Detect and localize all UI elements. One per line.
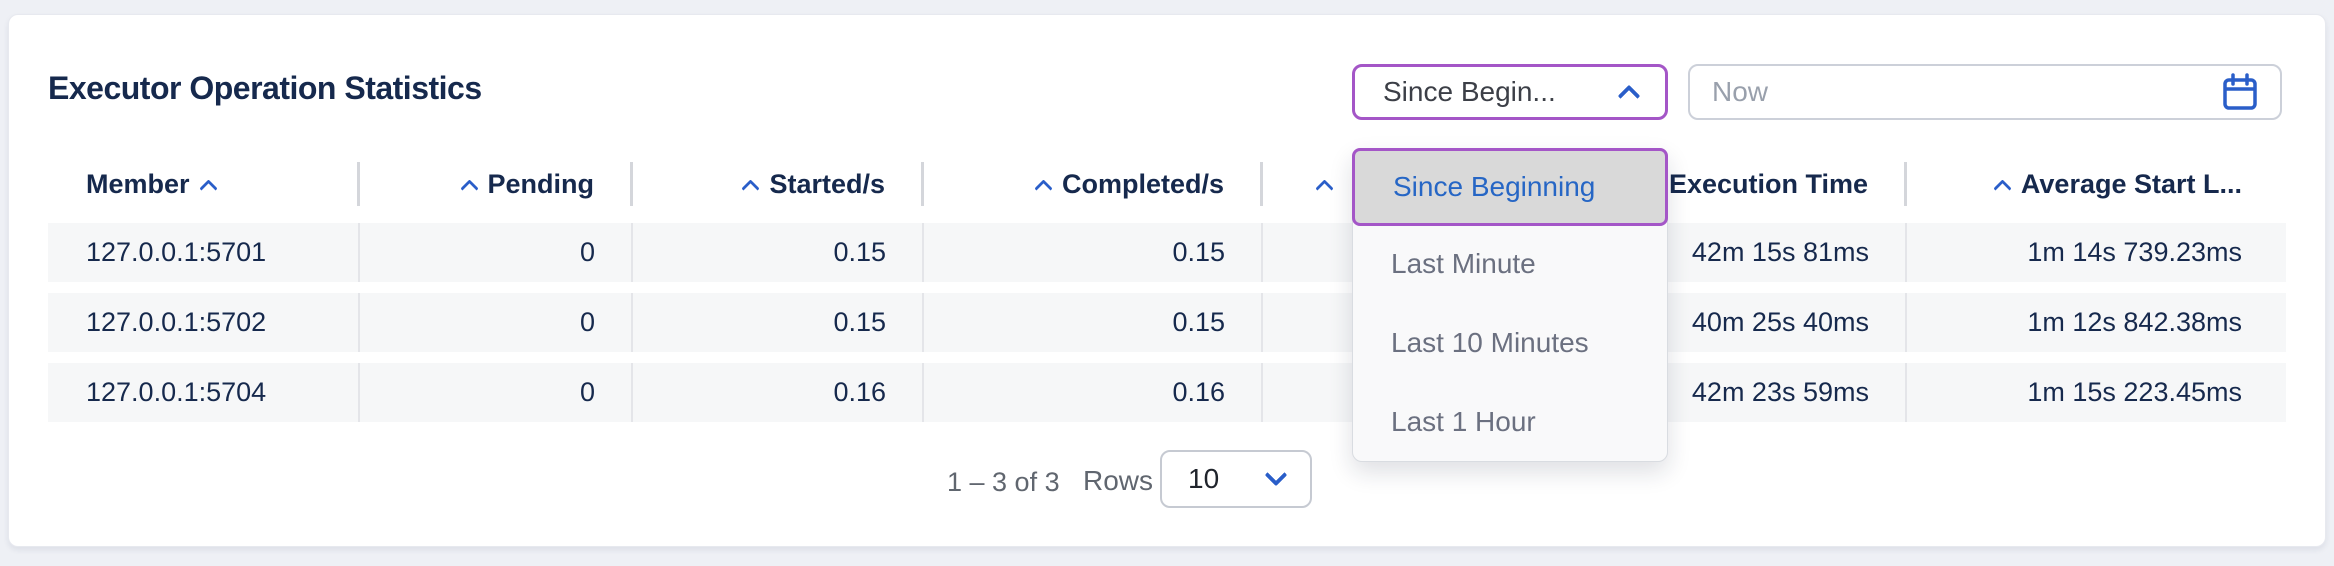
time-range-dropdown-button[interactable]: Since Begin... bbox=[1352, 64, 1668, 120]
column-label: Pending bbox=[487, 168, 595, 199]
cell-completed-per-s: 0.16 bbox=[924, 363, 1263, 422]
rows-per-page-label: Rows bbox=[1083, 465, 1154, 496]
column-header-average-start-latency[interactable]: Average Start L... bbox=[1907, 162, 2286, 206]
menu-item-last-minute[interactable]: Last Minute bbox=[1353, 225, 1667, 304]
table-row[interactable]: 127.0.0.1:5702 0 0.15 0.15 40m 25s 40ms … bbox=[48, 293, 2286, 352]
column-label: Average Start L... bbox=[2020, 168, 2242, 199]
column-label: Member bbox=[86, 168, 190, 199]
column-header-completed-per-s[interactable]: Completed/s bbox=[924, 162, 1263, 206]
time-picker-field[interactable] bbox=[1688, 64, 2282, 120]
cell-average-start-latency: 1m 15s 223.45ms bbox=[2027, 377, 2242, 407]
sort-asc-icon bbox=[459, 178, 479, 198]
calendar-icon[interactable] bbox=[2222, 72, 2258, 112]
column-header-pending[interactable]: Pending bbox=[360, 162, 633, 206]
column-label: Started/s bbox=[769, 168, 885, 199]
menu-item-since-beginning[interactable]: Since Beginning bbox=[1352, 148, 1668, 226]
column-header-execution-time[interactable]: Execution Time bbox=[1382, 162, 1907, 206]
cell-average-start-latency: 1m 14s 739.23ms bbox=[2027, 237, 2242, 267]
column-header-started-per-s[interactable]: Started/s bbox=[633, 162, 924, 206]
cell-started-per-s: 0.15 bbox=[633, 223, 924, 282]
cell-started-per-s: 0.15 bbox=[633, 293, 924, 352]
sort-asc-icon bbox=[741, 178, 761, 198]
menu-item-last-10-minutes[interactable]: Last 10 Minutes bbox=[1353, 304, 1667, 383]
table-row[interactable]: 127.0.0.1:5704 0 0.16 0.16 42m 23s 59ms … bbox=[48, 363, 2286, 422]
cell-member: 127.0.0.1:5702 bbox=[48, 293, 360, 352]
cell-execution-time: 42m 15s 81ms bbox=[1382, 223, 1907, 282]
sort-asc-icon bbox=[1315, 178, 1334, 198]
cell-pending: 0 bbox=[360, 293, 633, 352]
time-range-menu: Since Beginning Last Minute Last 10 Minu… bbox=[1352, 148, 1668, 462]
chevron-up-icon bbox=[1617, 84, 1641, 108]
cell-execution-time: 42m 23s 59ms bbox=[1382, 363, 1907, 422]
menu-item-label: Last Minute bbox=[1391, 248, 1536, 280]
rows-per-page-select[interactable]: 10 bbox=[1160, 450, 1312, 508]
cell-average-start-latency: 1m 12s 842.38ms bbox=[2027, 307, 2242, 337]
column-label: Completed/s bbox=[1061, 168, 1224, 199]
column-label: Execution Time bbox=[1668, 168, 1868, 199]
sort-asc-icon bbox=[1034, 178, 1053, 198]
cell-member: 127.0.0.1:5701 bbox=[48, 223, 360, 282]
cell-completed-per-s: 0.15 bbox=[924, 223, 1263, 282]
rows-per-page-value: 10 bbox=[1188, 463, 1220, 494]
table-header: Member Pending Started/s Completed/s Exe… bbox=[48, 162, 2286, 206]
sort-asc-icon bbox=[1993, 178, 2012, 198]
table-row[interactable]: 127.0.0.1:5701 0 0.15 0.15 42m 15s 81ms … bbox=[48, 223, 2286, 282]
cell-execution-time: 40m 25s 40ms bbox=[1382, 293, 1907, 352]
menu-item-last-1-hour[interactable]: Last 1 Hour bbox=[1353, 382, 1667, 461]
pagination-range: 1 – 3 of 3 bbox=[947, 467, 1060, 497]
cell-pending: 0 bbox=[360, 223, 633, 282]
cell-pending: 0 bbox=[360, 363, 633, 422]
menu-item-label: Since Beginning bbox=[1393, 171, 1596, 202]
menu-item-label: Last 10 Minutes bbox=[1391, 327, 1589, 358]
cell-completed-per-s: 0.15 bbox=[924, 293, 1263, 352]
time-input[interactable] bbox=[1712, 76, 2222, 108]
menu-item-label: Last 1 Hour bbox=[1391, 405, 1536, 437]
cell-started-per-s: 0.16 bbox=[633, 363, 924, 422]
panel-title: Executor Operation Statistics bbox=[48, 70, 482, 106]
chevron-down-icon bbox=[1264, 463, 1288, 487]
time-range-selected-label: Since Begin... bbox=[1383, 76, 1556, 107]
column-header-member[interactable]: Member bbox=[48, 162, 360, 206]
cell-member: 127.0.0.1:5704 bbox=[48, 363, 360, 422]
sort-asc-icon bbox=[198, 178, 218, 198]
